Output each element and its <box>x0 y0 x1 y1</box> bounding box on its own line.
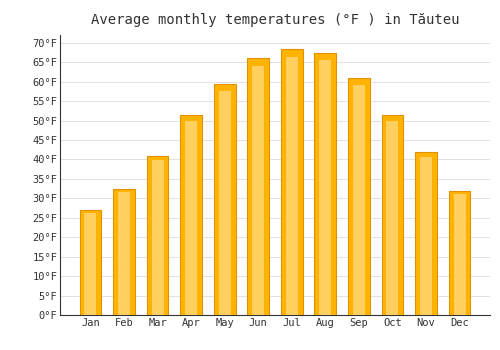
Bar <box>448 190 470 315</box>
Bar <box>420 156 432 315</box>
Bar <box>146 155 169 315</box>
Bar <box>214 84 236 315</box>
Bar <box>415 152 437 315</box>
Bar <box>353 85 365 315</box>
Title: Average monthly temperatures (°F ) in Tăuteu: Average monthly temperatures (°F ) in Tă… <box>91 13 459 27</box>
Bar <box>185 121 197 315</box>
Bar <box>386 121 398 315</box>
Bar <box>348 78 370 315</box>
Bar <box>314 52 336 315</box>
Bar <box>180 115 202 315</box>
Bar <box>454 194 466 315</box>
Bar <box>248 58 269 315</box>
Bar <box>152 160 164 315</box>
Bar <box>113 189 135 315</box>
Bar <box>80 210 102 315</box>
Bar <box>286 57 298 315</box>
Bar <box>320 61 332 315</box>
Bar <box>382 115 404 315</box>
Bar <box>281 49 302 315</box>
Bar <box>84 213 96 315</box>
Bar <box>118 193 130 315</box>
Bar <box>252 66 264 315</box>
Bar <box>218 91 230 315</box>
